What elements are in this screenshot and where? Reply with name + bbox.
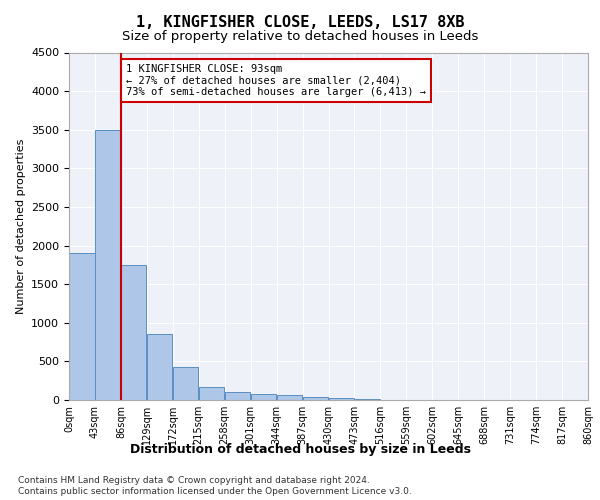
Bar — [303, 397, 328, 400]
Bar — [329, 398, 354, 400]
Bar — [173, 367, 199, 400]
Text: Size of property relative to detached houses in Leeds: Size of property relative to detached ho… — [122, 30, 478, 43]
Text: Contains HM Land Registry data © Crown copyright and database right 2024.: Contains HM Land Registry data © Crown c… — [18, 476, 370, 485]
Bar — [121, 265, 146, 400]
Bar — [70, 254, 95, 400]
Text: 1 KINGFISHER CLOSE: 93sqm
← 27% of detached houses are smaller (2,404)
73% of se: 1 KINGFISHER CLOSE: 93sqm ← 27% of detac… — [126, 64, 426, 98]
Bar — [147, 334, 172, 400]
Text: 1, KINGFISHER CLOSE, LEEDS, LS17 8XB: 1, KINGFISHER CLOSE, LEEDS, LS17 8XB — [136, 15, 464, 30]
Y-axis label: Number of detached properties: Number of detached properties — [16, 138, 26, 314]
Bar — [277, 396, 302, 400]
Bar — [225, 392, 250, 400]
Text: Contains public sector information licensed under the Open Government Licence v3: Contains public sector information licen… — [18, 488, 412, 496]
Bar — [199, 387, 224, 400]
Bar — [251, 394, 276, 400]
Text: Distribution of detached houses by size in Leeds: Distribution of detached houses by size … — [130, 442, 470, 456]
Bar — [355, 399, 380, 400]
Bar — [95, 130, 121, 400]
